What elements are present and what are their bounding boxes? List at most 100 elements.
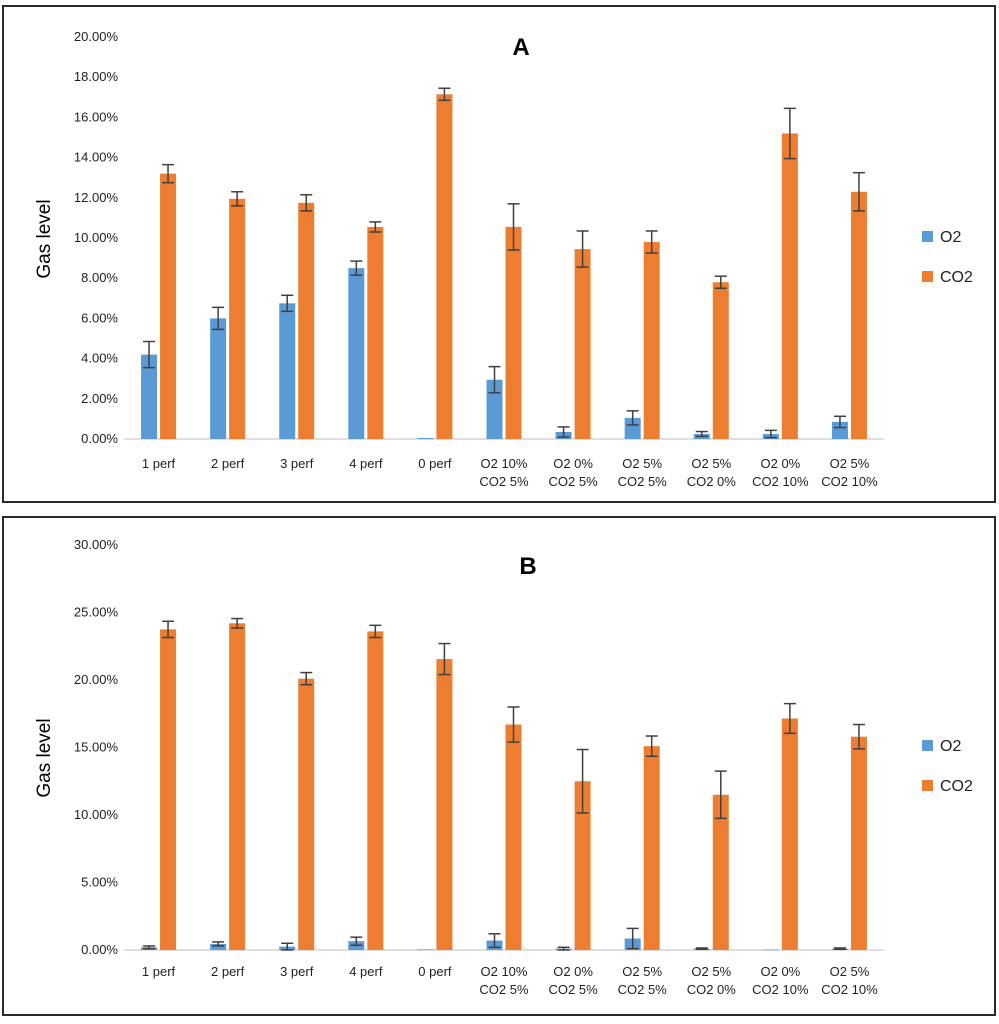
error-bar-co2: [162, 620, 175, 639]
x-tick-label: CO2 5%: [618, 474, 668, 489]
bar-o2: [348, 268, 365, 439]
error-bar-o2: [557, 426, 570, 438]
bar-co2: [643, 242, 660, 439]
legend-label-co2: CO2: [940, 778, 973, 795]
error-bar-o2: [488, 365, 501, 394]
x-tick-label: O2 0%: [760, 456, 800, 471]
error-bar-co2: [576, 230, 589, 268]
x-tick-label: O2 10%: [481, 456, 528, 471]
error-bar-co2: [231, 617, 244, 629]
bar-co2: [298, 678, 315, 950]
bar-co2: [229, 198, 246, 439]
chart-title: A: [512, 34, 529, 61]
y-axis-label: Gas level: [34, 718, 55, 797]
bar-co2: [160, 629, 177, 950]
error-bar-co2: [369, 221, 382, 233]
legend-swatch-co2: [922, 780, 933, 791]
x-tick-label: O2 5%: [622, 456, 662, 471]
error-bar-co2: [576, 748, 589, 814]
bar-co2: [574, 249, 591, 439]
y-tick-label: 16.00%: [74, 109, 119, 124]
legend-swatch-co2: [922, 271, 933, 282]
legend-label-o2: O2: [940, 738, 961, 755]
y-tick-label: 30.00%: [74, 537, 119, 552]
x-tick-label: O2 10%: [481, 964, 528, 979]
bar-o2: [831, 421, 848, 439]
bar-co2: [367, 631, 384, 950]
bar-o2: [624, 417, 641, 439]
error-bar-o2: [695, 430, 708, 438]
error-bar-co2: [783, 702, 796, 735]
error-bar-o2: [143, 945, 156, 950]
error-bar-co2: [300, 671, 313, 686]
error-bar-o2: [281, 294, 294, 313]
x-tick-label: CO2 10%: [821, 474, 878, 489]
error-bar-o2: [350, 260, 363, 276]
chart-title: B: [519, 553, 536, 580]
x-tick-label: O2 0%: [553, 964, 593, 979]
chart-b: B Gas level 0.00% 5.00% 10.00% 15.00% 20.00% 25…: [34, 537, 973, 997]
error-bar-co2: [369, 624, 382, 639]
y-tick-label: 15.00%: [74, 740, 119, 755]
bar-o2: [210, 318, 227, 439]
y-tick-label: 12.00%: [74, 190, 119, 205]
bar-co2: [574, 781, 591, 950]
bar-o2: [417, 437, 434, 439]
bar-co2: [298, 202, 315, 439]
x-tick-label: O2 5%: [691, 964, 731, 979]
chart-a: A Gas level 0.00% 2.00% 4.00% 6.00% 8.00% 10.00…: [34, 29, 973, 489]
x-tick-label: CO2 5%: [549, 474, 599, 489]
x-tick-label: CO2 5%: [618, 982, 668, 997]
bar-co2: [712, 282, 729, 439]
y-tick-label: 6.00%: [81, 310, 118, 325]
error-bar-co2: [231, 191, 244, 207]
error-bar-o2: [833, 415, 846, 429]
error-bar-o2: [626, 410, 639, 426]
error-bar-co2: [507, 706, 520, 743]
legend-label-o2: O2: [940, 229, 961, 246]
error-bar-co2: [852, 171, 865, 212]
bar-co2: [160, 173, 177, 439]
y-tick-label: 10.00%: [74, 230, 119, 245]
x-tick-label: CO2 10%: [821, 982, 878, 997]
x-tick-label: CO2 0%: [687, 982, 737, 997]
y-tick-label: 10.00%: [74, 807, 119, 822]
y-tick-label: 4.00%: [81, 351, 118, 366]
bar-o2: [210, 943, 227, 950]
x-tick-label: CO2 5%: [479, 474, 529, 489]
legend-swatch-o2: [922, 740, 933, 751]
bar-co2: [505, 226, 522, 439]
error-bar-o2: [626, 927, 639, 950]
y-tick-label: 8.00%: [81, 270, 118, 285]
error-bar-o2: [212, 306, 225, 331]
x-tick-label: CO2 10%: [752, 474, 809, 489]
y-tick-label: 2.00%: [81, 391, 118, 406]
bar-co2: [436, 659, 453, 950]
bar-co2: [643, 746, 660, 950]
x-tick-label: CO2 0%: [687, 474, 737, 489]
x-tick-label: O2 5%: [830, 964, 870, 979]
x-tick-label: 1 perf: [142, 964, 176, 979]
y-tick-label: 25.00%: [74, 605, 119, 620]
legend-swatch-o2: [922, 231, 933, 242]
y-axis-label: Gas level: [34, 199, 55, 278]
bar-o2: [279, 303, 296, 439]
y-tick-label: 18.00%: [74, 69, 119, 84]
error-bar-co2: [507, 203, 520, 251]
bar-o2: [417, 949, 434, 951]
error-bar-o2: [281, 942, 294, 951]
bar-co2: [850, 736, 867, 950]
error-bar-co2: [714, 275, 727, 289]
y-tick-label: 20.00%: [74, 672, 119, 687]
error-bar-o2: [143, 340, 156, 369]
chart-panel-a: A Gas level 0.00% 2.00% 4.00% 6.00% 8.00% 10.00…: [2, 5, 996, 503]
x-tick-label: 0 perf: [418, 964, 452, 979]
error-bar-o2: [212, 941, 225, 947]
bar-co2: [850, 191, 867, 439]
bar-co2: [781, 718, 798, 950]
x-tick-label: 2 perf: [211, 964, 245, 979]
y-tick-label: 14.00%: [74, 150, 119, 165]
x-tick-label: 3 perf: [280, 456, 314, 471]
bar-co2: [229, 623, 246, 950]
error-bar-o2: [350, 936, 363, 947]
